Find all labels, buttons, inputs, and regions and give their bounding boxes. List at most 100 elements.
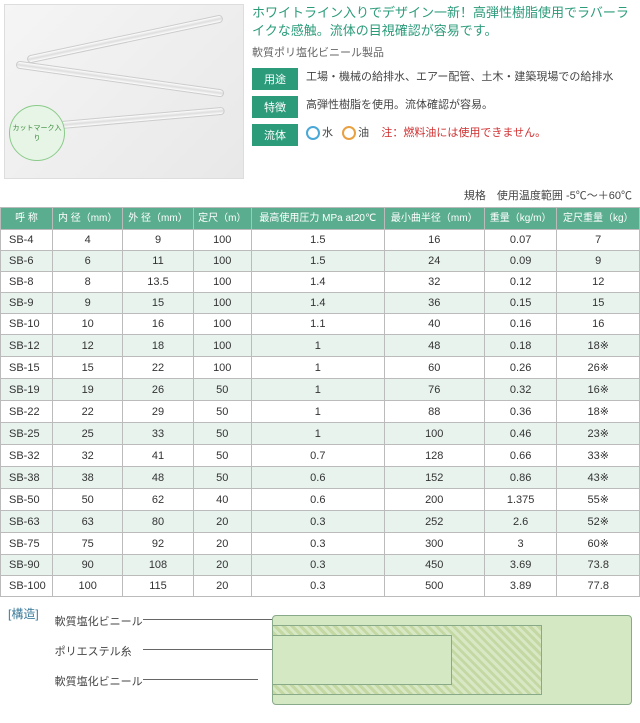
table-cell: 3.89 [484, 576, 557, 597]
table-cell: 43※ [557, 467, 640, 489]
table-cell: 0.86 [484, 467, 557, 489]
table-cell: 15 [123, 293, 193, 314]
table-cell: 73.8 [557, 555, 640, 576]
table-cell: 63 [53, 511, 123, 533]
table-cell: 9 [53, 293, 123, 314]
standard-note: 規格 使用温度範囲 -5℃～＋60℃ [0, 183, 640, 207]
use-text: 工場・機械の給排水、エアー配管、土木・建築現場での給排水 [306, 68, 613, 85]
table-cell: 22 [123, 357, 193, 379]
table-cell: 0.46 [484, 423, 557, 445]
fluid-warning: 注：燃料油には使用できません。 [381, 127, 546, 139]
table-cell: 100 [193, 314, 251, 335]
table-cell: 36 [384, 293, 484, 314]
table-cell: 13.5 [123, 272, 193, 293]
table-cell: 50 [193, 379, 251, 401]
table-cell: 0.7 [251, 445, 384, 467]
table-cell: 50 [193, 467, 251, 489]
table-cell: 38 [53, 467, 123, 489]
table-row: SB-505062400.62001.37555※ [1, 489, 640, 511]
table-cell: 60※ [557, 533, 640, 555]
structure-section: [構造] 軟質塩化ビニール ポリエステル糸 軟質塩化ビニール [0, 597, 640, 723]
table-cell: 108 [123, 555, 193, 576]
table-cell: 1.5 [251, 230, 384, 251]
table-cell: 1 [251, 335, 384, 357]
table-cell: 33 [123, 423, 193, 445]
table-cell: 80 [123, 511, 193, 533]
table-cell: 33※ [557, 445, 640, 467]
table-cell: 252 [384, 511, 484, 533]
table-cell: 16 [384, 230, 484, 251]
oil-icon [342, 126, 356, 140]
table-row: SB-222229501880.3618※ [1, 401, 640, 423]
table-cell: 100 [193, 293, 251, 314]
table-cell: 90 [53, 555, 123, 576]
structure-label: [構造] [8, 605, 39, 622]
table-cell: 1 [251, 423, 384, 445]
table-row: SB-2525335011000.4623※ [1, 423, 640, 445]
table-cell: 100 [193, 357, 251, 379]
table-cell: 23※ [557, 423, 640, 445]
table-cell: 40 [384, 314, 484, 335]
table-cell: 75 [53, 533, 123, 555]
table-cell: 50 [193, 423, 251, 445]
table-cell: SB-22 [1, 401, 53, 423]
table-cell: 88 [384, 401, 484, 423]
table-cell: 0.6 [251, 467, 384, 489]
top-section: カットマーク入り ホワイトライン入りでデザイン一新！高弾性樹脂使用でラバーライク… [0, 0, 640, 183]
table-cell: 50 [53, 489, 123, 511]
table-header-cell: 内 径（mm） [53, 208, 123, 230]
table-cell: 1.4 [251, 272, 384, 293]
table-cell: 100 [384, 423, 484, 445]
table-cell: 19 [53, 379, 123, 401]
table-cell: 9 [123, 230, 193, 251]
table-cell: 12 [557, 272, 640, 293]
product-photo: カットマーク入り [4, 4, 244, 179]
table-row: SB-100100115200.35003.8977.8 [1, 576, 640, 597]
table-cell: 77.8 [557, 576, 640, 597]
table-row: SB-383848500.61520.8643※ [1, 467, 640, 489]
table-cell: SB-6 [1, 251, 53, 272]
table-cell: 20 [193, 511, 251, 533]
table-cell: 20 [193, 555, 251, 576]
table-cell: 32 [384, 272, 484, 293]
table-header-row: 呼 称内 径（mm）外 径（mm）定尺（m）最高使用圧力 MPa at20℃最小… [1, 208, 640, 230]
table-header-cell: 呼 称 [1, 208, 53, 230]
table-cell: SB-9 [1, 293, 53, 314]
table-cell: 152 [384, 467, 484, 489]
water-icon [306, 126, 320, 140]
table-cell: 92 [123, 533, 193, 555]
spec-fluid: 流体 水 油 注：燃料油には使用できません。 [252, 124, 636, 146]
table-cell: 115 [123, 576, 193, 597]
table-cell: 0.32 [484, 379, 557, 401]
table-cell: 1.375 [484, 489, 557, 511]
table-cell: SB-75 [1, 533, 53, 555]
table-cell: 0.6 [251, 489, 384, 511]
table-cell: 3 [484, 533, 557, 555]
table-cell: 52※ [557, 511, 640, 533]
table-header-cell: 重量（kg/m） [484, 208, 557, 230]
table-cell: 15 [53, 357, 123, 379]
table-cell: SB-12 [1, 335, 53, 357]
spec-table: 呼 称内 径（mm）外 径（mm）定尺（m）最高使用圧力 MPa at20℃最小… [0, 207, 640, 597]
table-cell: 100 [193, 251, 251, 272]
table-row: SB-636380200.32522.652※ [1, 511, 640, 533]
table-cell: 2.6 [484, 511, 557, 533]
table-body: SB-4491001.5160.077SB-66111001.5240.099S… [1, 230, 640, 597]
table-cell: SB-15 [1, 357, 53, 379]
table-cell: 0.12 [484, 272, 557, 293]
table-cell: 100 [193, 335, 251, 357]
table-header-cell: 最高使用圧力 MPa at20℃ [251, 208, 384, 230]
table-header-cell: 外 径（mm） [123, 208, 193, 230]
table-row: SB-757592200.3300360※ [1, 533, 640, 555]
table-cell: 0.3 [251, 576, 384, 597]
structure-diagram: 軟質塩化ビニール ポリエステル糸 軟質塩化ビニール [43, 605, 632, 715]
table-cell: 16 [557, 314, 640, 335]
table-cell: SB-4 [1, 230, 53, 251]
cutmark-badge: カットマーク入り [9, 105, 65, 161]
table-cell: 7 [557, 230, 640, 251]
table-cell: 8 [53, 272, 123, 293]
table-row: SB-323241500.71280.6633※ [1, 445, 640, 467]
spec-use: 用途 工場・機械の給排水、エアー配管、土木・建築現場での給排水 [252, 68, 636, 90]
table-row: SB-1212181001480.1818※ [1, 335, 640, 357]
table-cell: 12 [53, 335, 123, 357]
